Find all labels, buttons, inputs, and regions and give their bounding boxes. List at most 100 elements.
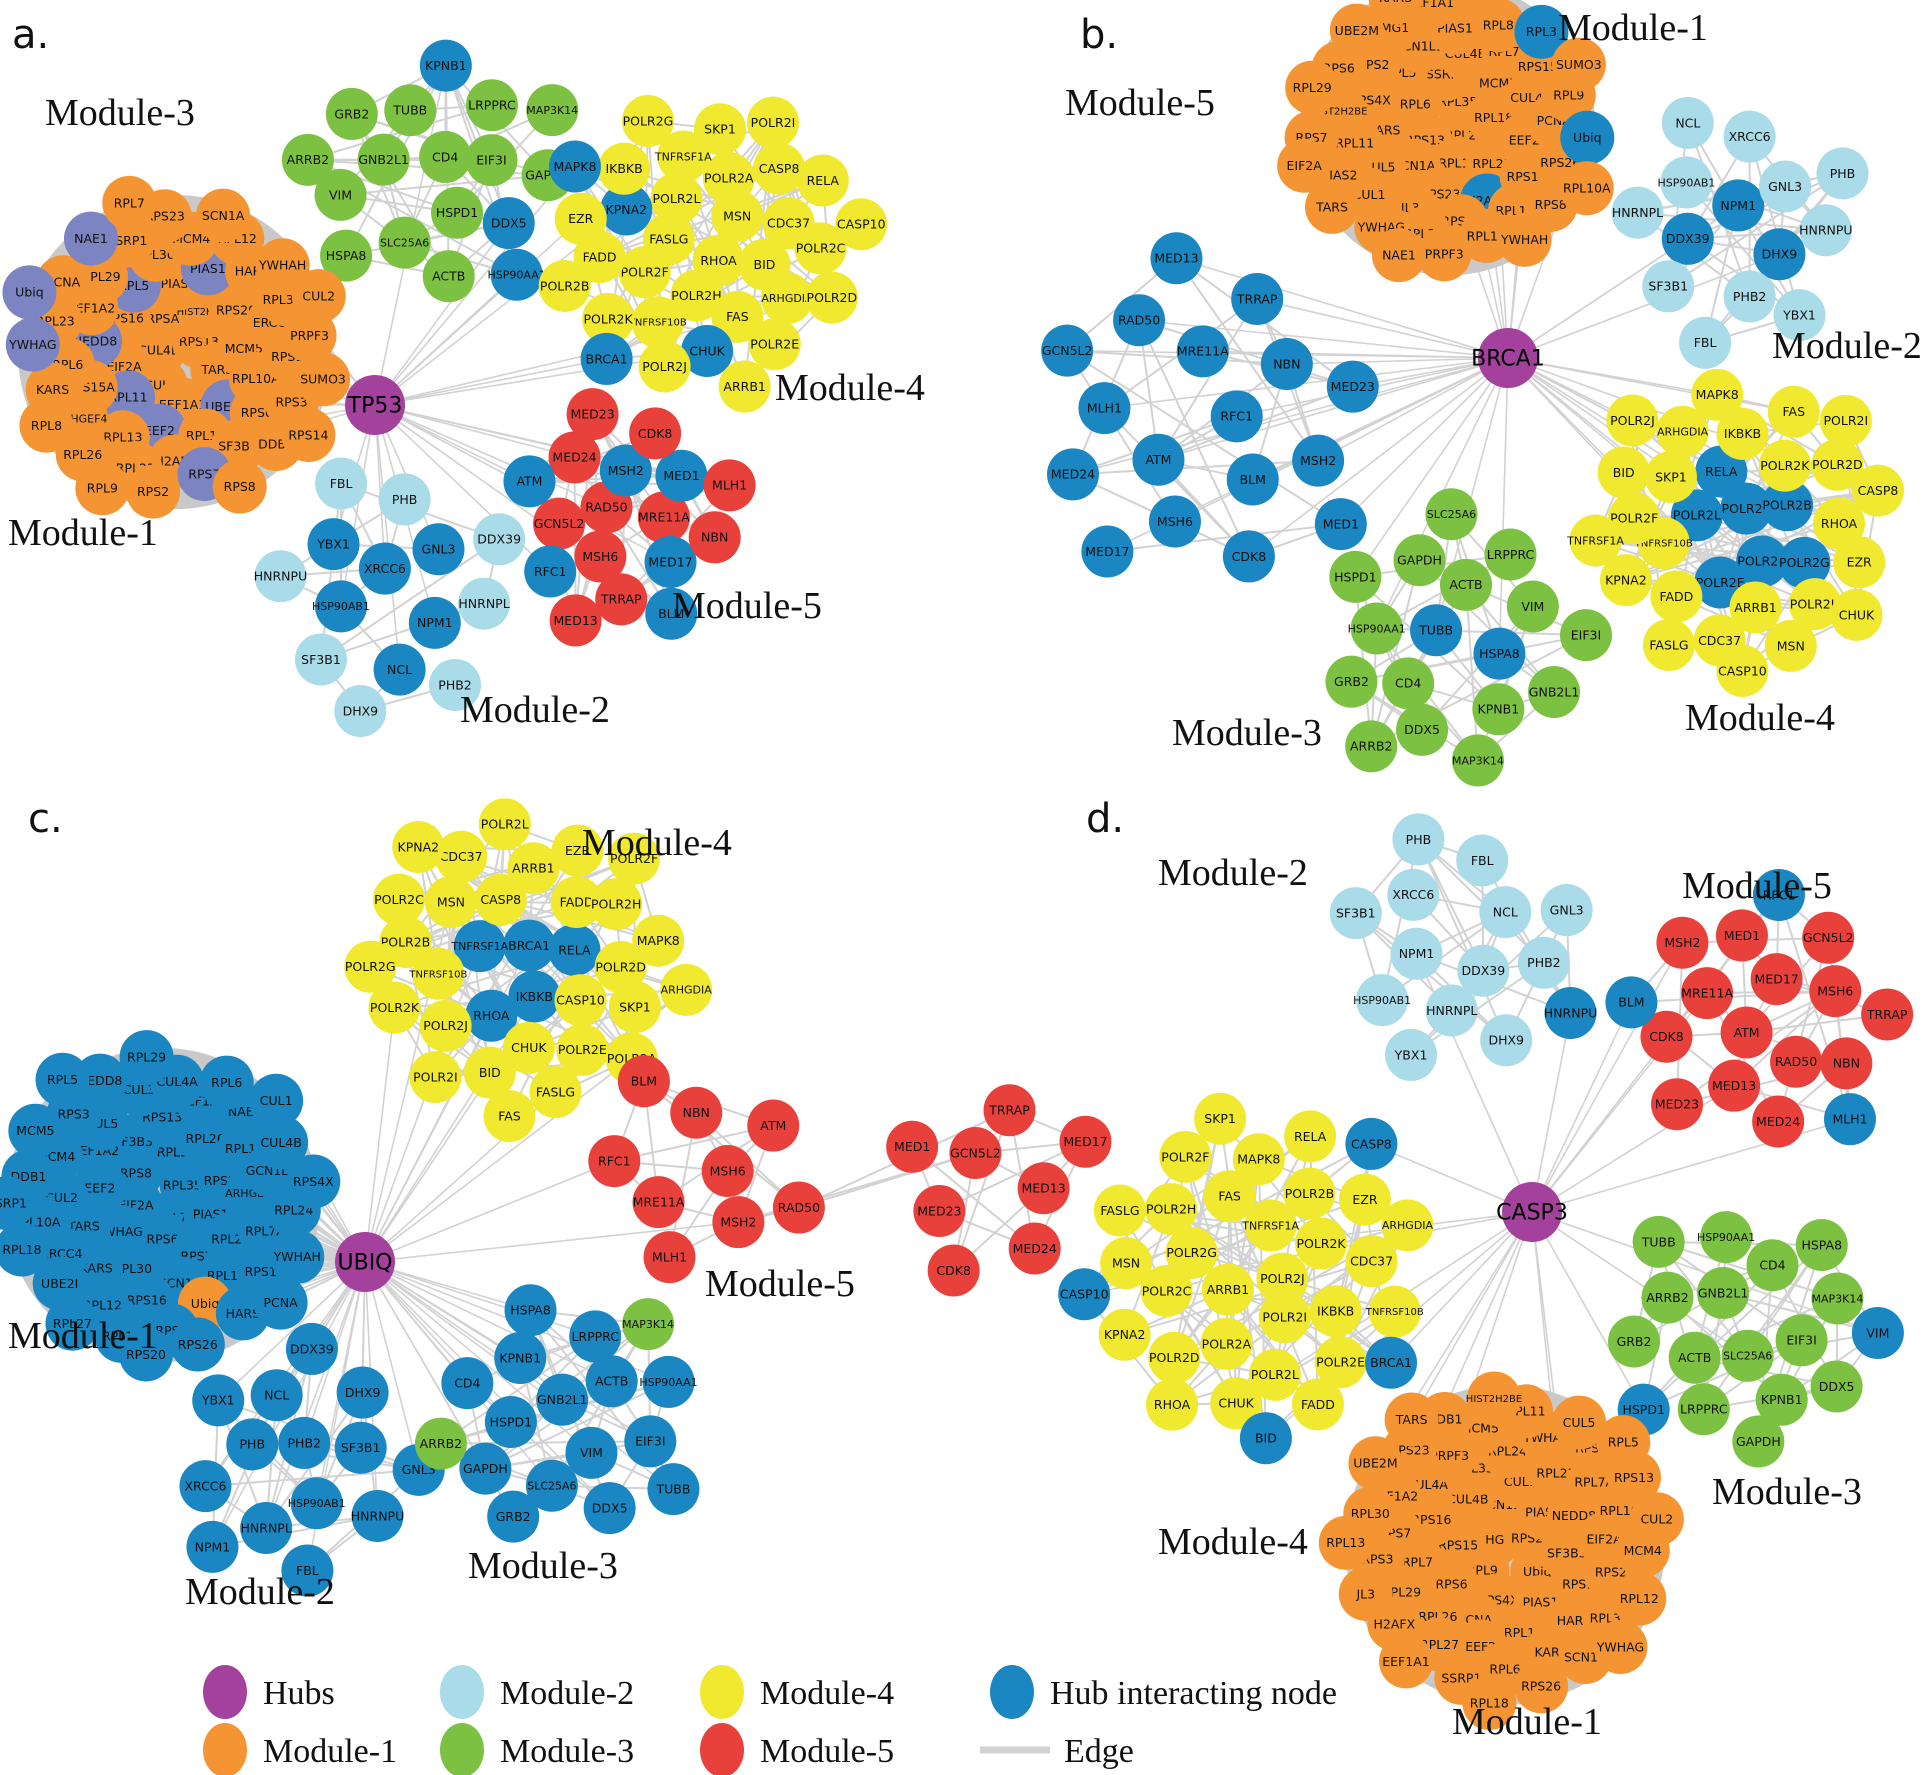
edge [339,64,447,196]
node-fas: FAS [1767,385,1820,438]
edge [1355,912,1507,1042]
node-circle [1608,1315,1661,1368]
node-label: MED1 [894,1139,930,1154]
node-label: FAS [1218,1189,1241,1204]
node-circle [637,491,690,544]
node-tars: TARS [1384,1392,1439,1447]
node-circle [688,511,741,564]
node-polr2c: POLR2C [1140,1264,1193,1317]
node-label: MSH6 [1817,984,1853,999]
node-circle [632,1176,685,1229]
node-fas: FAS [711,290,764,343]
node-circle [278,1416,331,1469]
node-label: BRCA1 [586,351,628,366]
node-casp10: CASP10 [835,198,888,251]
node-ddx5: DDX5 [583,1482,636,1535]
module-label-module-3: Module-3 [1712,1471,1862,1513]
node-circle [1697,1267,1750,1320]
node-polr2f: POLR2F [1608,492,1661,545]
node-mlh1: MLH1 [1823,1093,1876,1146]
node-label: MLH1 [652,1250,687,1265]
legend-swatch-hub_interacting [990,1665,1034,1719]
node-label: CASP10 [1060,1287,1109,1302]
node-ddx39: DDX39 [1661,212,1714,265]
node-label: PRPF3 [290,328,329,343]
legend-item-module-5: Module-5 [700,1723,894,1775]
node-label: POLR2J [1260,1271,1305,1286]
node-blm: BLM [1226,453,1279,506]
node-rad50: RAD50 [772,1181,825,1234]
node-circle [1758,439,1811,492]
node-nbn: NBN [1820,1037,1873,1090]
node-arrb1: ARRB1 [1201,1263,1254,1316]
node-label: RPL29 [82,269,121,284]
node-label: RPS8 [120,1165,152,1180]
node-label: MLH1 [1087,401,1122,416]
node-label: SKP1 [1204,1111,1236,1126]
node-lrpprc: LRPPRC [569,1310,622,1363]
node-label: KARS [36,382,69,397]
node-circle [409,1051,462,1104]
node-label: TRRAP [600,592,642,607]
node-hsp90aa1: HSP90AA1 [488,248,546,301]
hub-edge [1507,357,1718,396]
node-label: EZR [1847,555,1872,570]
node-ssrp1: SSRP1 [0,1176,34,1231]
node-vim: VIM [1506,580,1559,633]
node-label: VIM [1866,1325,1889,1340]
module-label-module-3: Module-3 [468,1545,618,1587]
edge [1067,349,1287,366]
node-label: VIM [1521,599,1544,614]
node-label: CD4 [432,149,458,164]
node-label: POLR2I [413,1069,458,1084]
node-label: YBX1 [1394,1047,1428,1062]
module-label-module-5: Module-5 [705,1263,855,1305]
node-fadd: FADD [550,875,603,928]
edge [1643,1339,1803,1411]
node-circle [286,1154,341,1209]
node-casp10: CASP10 [1058,1268,1111,1321]
node-polr2k: POLR2K [1758,439,1811,492]
node-circle [1656,916,1709,969]
node-label: POLR2E [558,1042,607,1057]
edge [1631,990,1836,1004]
node-label: CASP8 [480,892,521,907]
node-label: ATM [1145,452,1171,467]
node-tubb: TUBB [647,1463,700,1516]
node-label: HNRNPL [241,1520,292,1535]
node-label: HIST2H2BE [1466,1394,1522,1405]
node-circle [1132,433,1185,486]
node-label: TNFRSF10B [628,318,687,329]
edge [938,1140,1086,1212]
node-label: CD4 [1759,1258,1785,1273]
node-label: HNRNPU [1544,1005,1597,1020]
node-label: NCL [264,1388,289,1403]
node-label: SUMO3 [1556,57,1602,72]
hub-label: CASP3 [1496,1201,1568,1226]
node-tnfrsf1a: TNFRSF1A [450,920,509,973]
node-med24: MED24 [1752,1095,1805,1148]
node-label: POLR2L [652,191,700,206]
node-circle [1244,1199,1297,1252]
legend-item-edge: Edge [980,1733,1134,1770]
node-map3k14: MAP3K14 [1811,1272,1864,1325]
node-gcn5l2: GCN5L2 [1041,324,1094,377]
node-label: RPS6 [1435,1576,1467,1591]
node-label: Ubiq [1573,130,1602,145]
node-label: ATM [760,1118,786,1133]
node-slc25a6: SLC25A6 [1425,488,1478,541]
node-circle [617,1055,670,1108]
node-circle [1775,1314,1828,1367]
node-circle [1283,1167,1336,1220]
node-circle [118,1327,173,1382]
hub-edge [1191,1211,1533,1254]
node-polr2g: POLR2G [1165,1226,1218,1279]
node-label: SF3B3 [218,439,258,454]
node-circle [431,186,484,239]
node-label: SF3B1 [1336,905,1376,920]
node-circle [1560,110,1615,165]
node-label: RFC1 [1763,887,1796,902]
node-label: POLR2F [1161,1149,1209,1164]
node-circle [1715,909,1768,962]
node-label: RPL29 [127,1050,166,1065]
